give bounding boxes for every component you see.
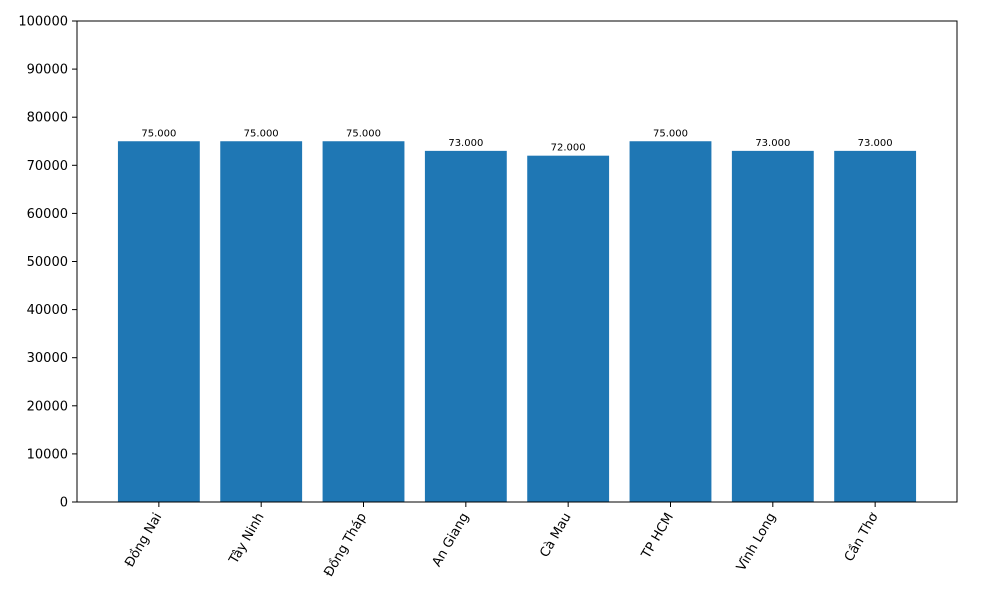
bar-value-label: 73.000 bbox=[755, 138, 790, 149]
plot-frame bbox=[76, 20, 958, 503]
x-tick-label: An Giang bbox=[430, 511, 473, 570]
x-axis-ticks: Đồng Nai Tây Ninh Đồng Tháp An Giang Cà Mau T… bbox=[122, 502, 882, 580]
bar-value-label: 73.000 bbox=[858, 138, 893, 149]
bar bbox=[527, 155, 610, 502]
bar-value-label: 75.000 bbox=[653, 128, 688, 139]
x-tick-label: Đồng Tháp bbox=[321, 511, 370, 580]
y-tick-label: 10000 bbox=[27, 447, 68, 462]
bar-value-label: 73.000 bbox=[448, 138, 483, 149]
x-tick-label: Vĩnh Long bbox=[734, 511, 779, 574]
y-tick-label: 30000 bbox=[27, 351, 68, 366]
bars bbox=[117, 141, 917, 502]
bar bbox=[424, 150, 507, 502]
y-tick-label: 70000 bbox=[27, 159, 68, 174]
y-tick-label: 40000 bbox=[27, 303, 68, 318]
bar-value-label: 75.000 bbox=[244, 128, 279, 139]
bar-value-label: 75.000 bbox=[141, 128, 176, 139]
y-tick-label: 60000 bbox=[27, 207, 68, 222]
bar bbox=[220, 141, 303, 502]
x-tick-label: Đồng Nai bbox=[122, 511, 165, 570]
y-tick-label: 100000 bbox=[18, 15, 68, 30]
x-tick-label: Cần Thơ bbox=[842, 510, 882, 564]
x-tick-label: TP HCM bbox=[638, 511, 676, 563]
y-tick-label: 80000 bbox=[27, 111, 68, 126]
y-tick-label: 0 bbox=[60, 496, 68, 511]
bar-value-label: 75.000 bbox=[346, 128, 381, 139]
bar bbox=[629, 141, 712, 502]
data-labels: 75.000 75.000 75.000 73.000 72.000 75.000 73.0… bbox=[141, 128, 892, 153]
bar bbox=[834, 150, 917, 502]
bar bbox=[731, 150, 814, 502]
y-axis-ticks: 0 10000 20000 30000 40000 50000 60000 70000 8000… bbox=[18, 15, 77, 511]
x-tick-label: Cà Mau bbox=[537, 511, 574, 561]
x-tick-label: Tây Ninh bbox=[226, 511, 268, 568]
bar bbox=[117, 141, 200, 502]
y-tick-label: 90000 bbox=[27, 63, 68, 78]
bar bbox=[322, 141, 405, 502]
y-tick-label: 50000 bbox=[27, 255, 68, 270]
bar-value-label: 72.000 bbox=[551, 143, 586, 154]
y-tick-label: 20000 bbox=[27, 399, 68, 414]
